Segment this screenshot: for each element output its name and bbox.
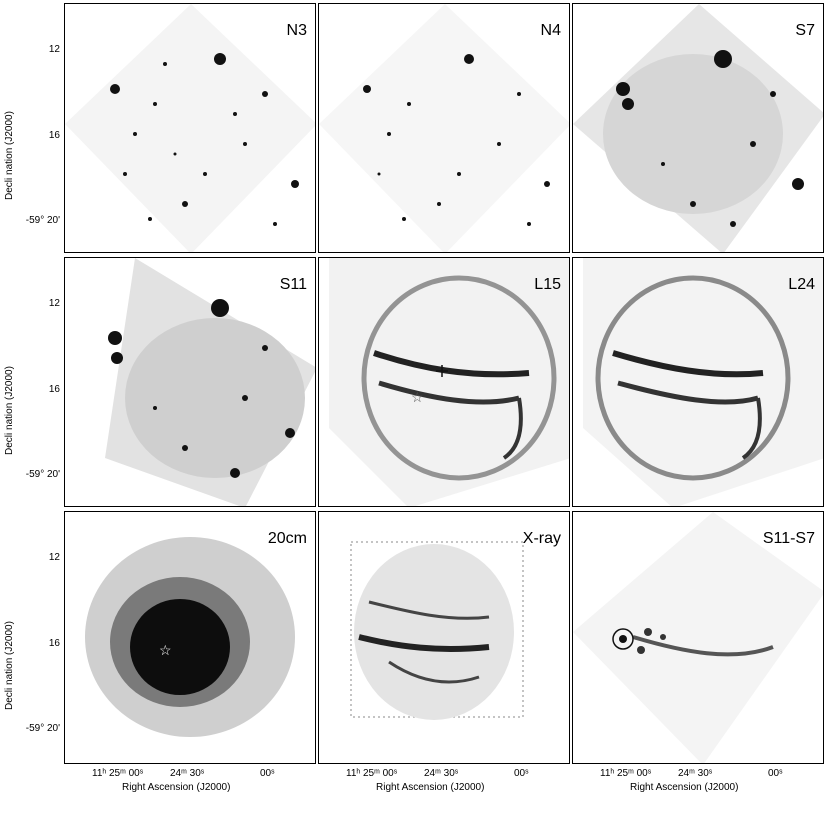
x-tick: 00ˢ [514, 768, 529, 779]
y-axis-label-row3: Decli nation (J2000) [4, 621, 15, 710]
panel-label: X-ray [522, 530, 561, 547]
panel-label: S11-S7 [762, 530, 815, 547]
y-axis-label-row2: Decli nation (J2000) [4, 366, 15, 455]
panel-label: S11 [279, 276, 307, 293]
s11-image [105, 258, 315, 506]
panel-n3: N3 [64, 3, 316, 253]
l24-image [583, 258, 823, 506]
panel-n4: N4 [318, 3, 570, 253]
y-tick: 12 [48, 552, 60, 563]
x-tick: 24ᵐ 30ˢ [678, 768, 713, 779]
n3-image [65, 4, 315, 252]
panel-xray: X-ray [318, 511, 570, 764]
y-axis-label-row1: Decli nation (J2000) [4, 111, 15, 200]
x-tick: 11ʰ 25ᵐ 00ˢ [92, 768, 144, 779]
radio-20cm-image: ☆ [85, 537, 295, 737]
y-tick: -59° 20' [25, 469, 60, 480]
panel-label: L15 [534, 276, 561, 293]
y-tick: 16 [48, 384, 60, 395]
panel-s11-s7: S11-S7 [572, 511, 824, 764]
panel-l24: L24 [572, 257, 824, 507]
panel-s7: S7 [572, 3, 824, 253]
x-tick: 11ʰ 25ᵐ 00ˢ [600, 768, 652, 779]
y-tick: -59° 20' [25, 215, 60, 226]
x-tick: 24ᵐ 30ˢ [424, 768, 459, 779]
panel-s11: S11 [64, 257, 316, 507]
y-tick: 12 [48, 298, 60, 309]
y-tick: 12 [48, 44, 60, 55]
panel-label: L24 [788, 276, 815, 293]
panel-l15: ☆ L15 [318, 257, 570, 507]
panel-20cm: ☆ 20cm [64, 511, 316, 764]
svg-text:☆: ☆ [159, 642, 172, 658]
x-tick: 00ˢ [768, 768, 783, 779]
panel-label: 20cm [267, 530, 307, 547]
panel-label: N4 [540, 22, 561, 39]
s11-s7-image [573, 512, 823, 763]
x-tick: 24ᵐ 30ˢ [170, 768, 205, 779]
panel-label: N3 [286, 22, 307, 39]
svg-text:☆: ☆ [411, 389, 424, 405]
x-axis-label: Right Ascension (J2000) [630, 782, 739, 793]
n4-image [319, 4, 569, 252]
x-tick: 11ʰ 25ᵐ 00ˢ [346, 768, 398, 779]
s7-image [573, 4, 823, 252]
l15-image: ☆ [329, 258, 569, 506]
xray-image [350, 541, 524, 720]
x-tick: 00ˢ [260, 768, 275, 779]
x-axis-label: Right Ascension (J2000) [122, 782, 231, 793]
y-tick: -59° 20' [25, 723, 60, 734]
y-tick: 16 [48, 130, 60, 141]
y-tick: 16 [48, 638, 60, 649]
x-axis-label: Right Ascension (J2000) [376, 782, 485, 793]
panel-label: S7 [795, 22, 815, 39]
